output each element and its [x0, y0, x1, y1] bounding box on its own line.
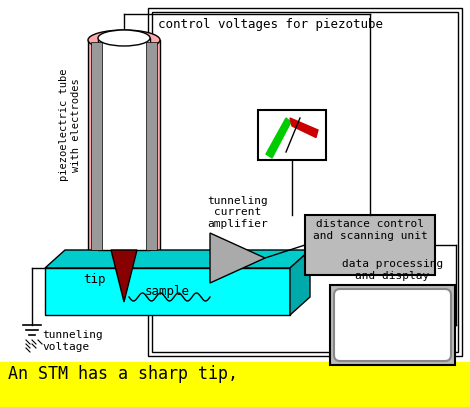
- Text: tip: tip: [84, 274, 106, 287]
- Polygon shape: [266, 118, 291, 158]
- Polygon shape: [45, 268, 290, 315]
- Polygon shape: [45, 250, 310, 268]
- Bar: [258, 110, 326, 160]
- Ellipse shape: [98, 30, 150, 46]
- Bar: [148, 8, 462, 356]
- Polygon shape: [210, 233, 265, 283]
- Text: An STM has a sharp tip,: An STM has a sharp tip,: [8, 365, 238, 383]
- Text: distance control
and scanning unit: distance control and scanning unit: [313, 219, 427, 241]
- Polygon shape: [111, 250, 137, 302]
- Ellipse shape: [88, 30, 160, 50]
- Text: control voltages for piezotube: control voltages for piezotube: [157, 18, 383, 31]
- Text: tunneling
voltage: tunneling voltage: [42, 330, 103, 352]
- Text: piezoelectric tube
with electrodes: piezoelectric tube with electrodes: [59, 69, 81, 181]
- Bar: [91, 42, 102, 250]
- Bar: [146, 42, 157, 250]
- Text: tunneling
current
amplifier: tunneling current amplifier: [207, 196, 268, 229]
- Polygon shape: [290, 250, 310, 315]
- Ellipse shape: [88, 250, 160, 270]
- Bar: [88, 40, 160, 260]
- Polygon shape: [290, 118, 318, 138]
- Bar: [152, 12, 458, 352]
- Bar: [330, 285, 455, 365]
- Text: sample: sample: [145, 285, 190, 298]
- Bar: [98, 38, 150, 250]
- Bar: [0, 362, 470, 407]
- Text: data processing
and display: data processing and display: [342, 259, 443, 281]
- FancyBboxPatch shape: [334, 289, 451, 361]
- Bar: [305, 215, 435, 275]
